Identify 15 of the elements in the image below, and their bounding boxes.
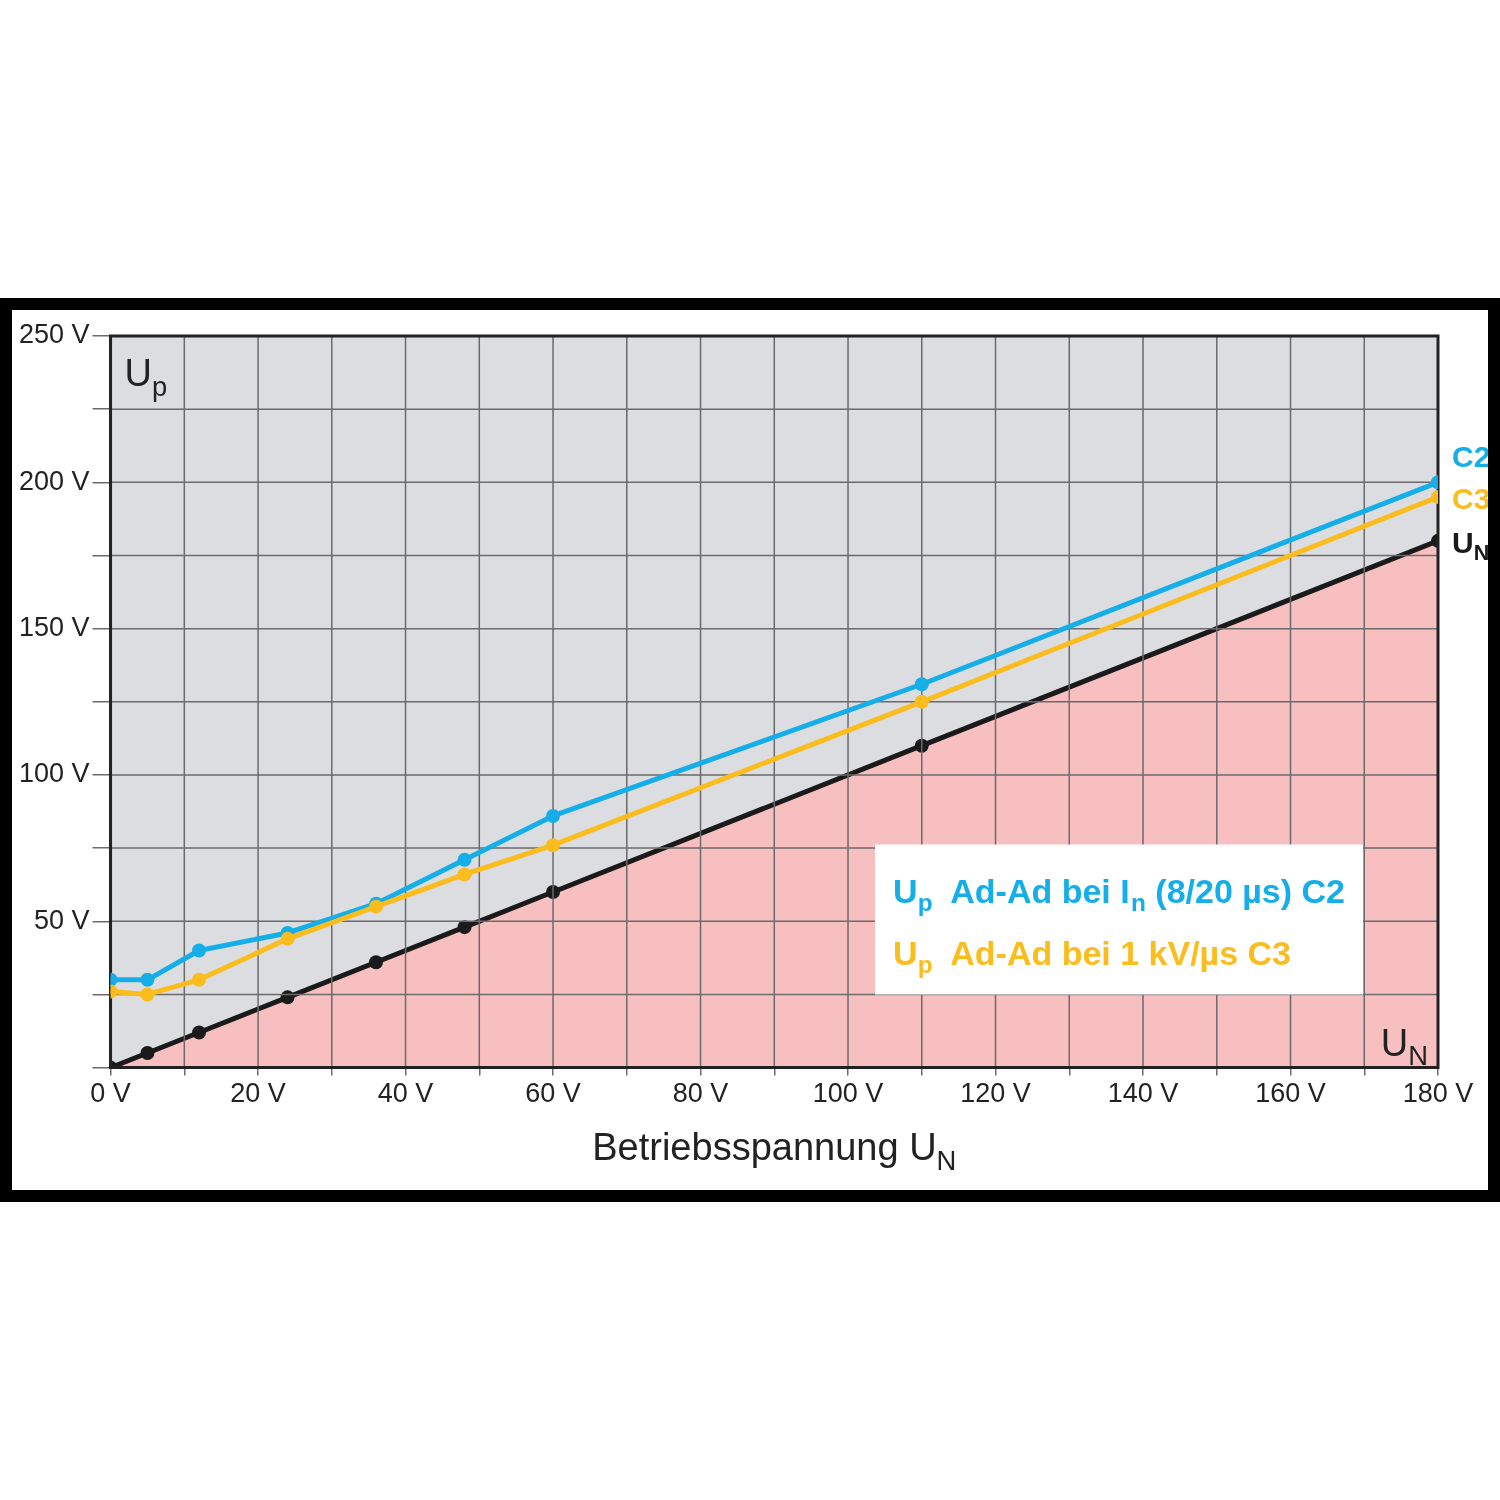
x-tick-label: 140 V [1107,1078,1179,1109]
x-tick-label: 20 V [230,1078,286,1109]
y-tick-label: 200 V [19,465,90,496]
x-tick-label: 40 V [377,1078,434,1109]
y-tick-label: 100 V [19,758,90,789]
x-tick-label: 60 V [525,1078,581,1109]
x-tick-label: 120 V [960,1078,1031,1109]
y-tick-label: 150 V [19,612,90,643]
y-tick-label: 250 V [19,319,90,350]
x-tick-label: 0 V [90,1078,131,1109]
y-tick-label: 50 V [34,904,90,935]
x-tick-label: 80 V [672,1078,729,1109]
x-tick-label: 160 V [1255,1078,1326,1109]
x-tick-label: 100 V [812,1078,884,1109]
x-tick-label: 180 V [1402,1078,1474,1109]
